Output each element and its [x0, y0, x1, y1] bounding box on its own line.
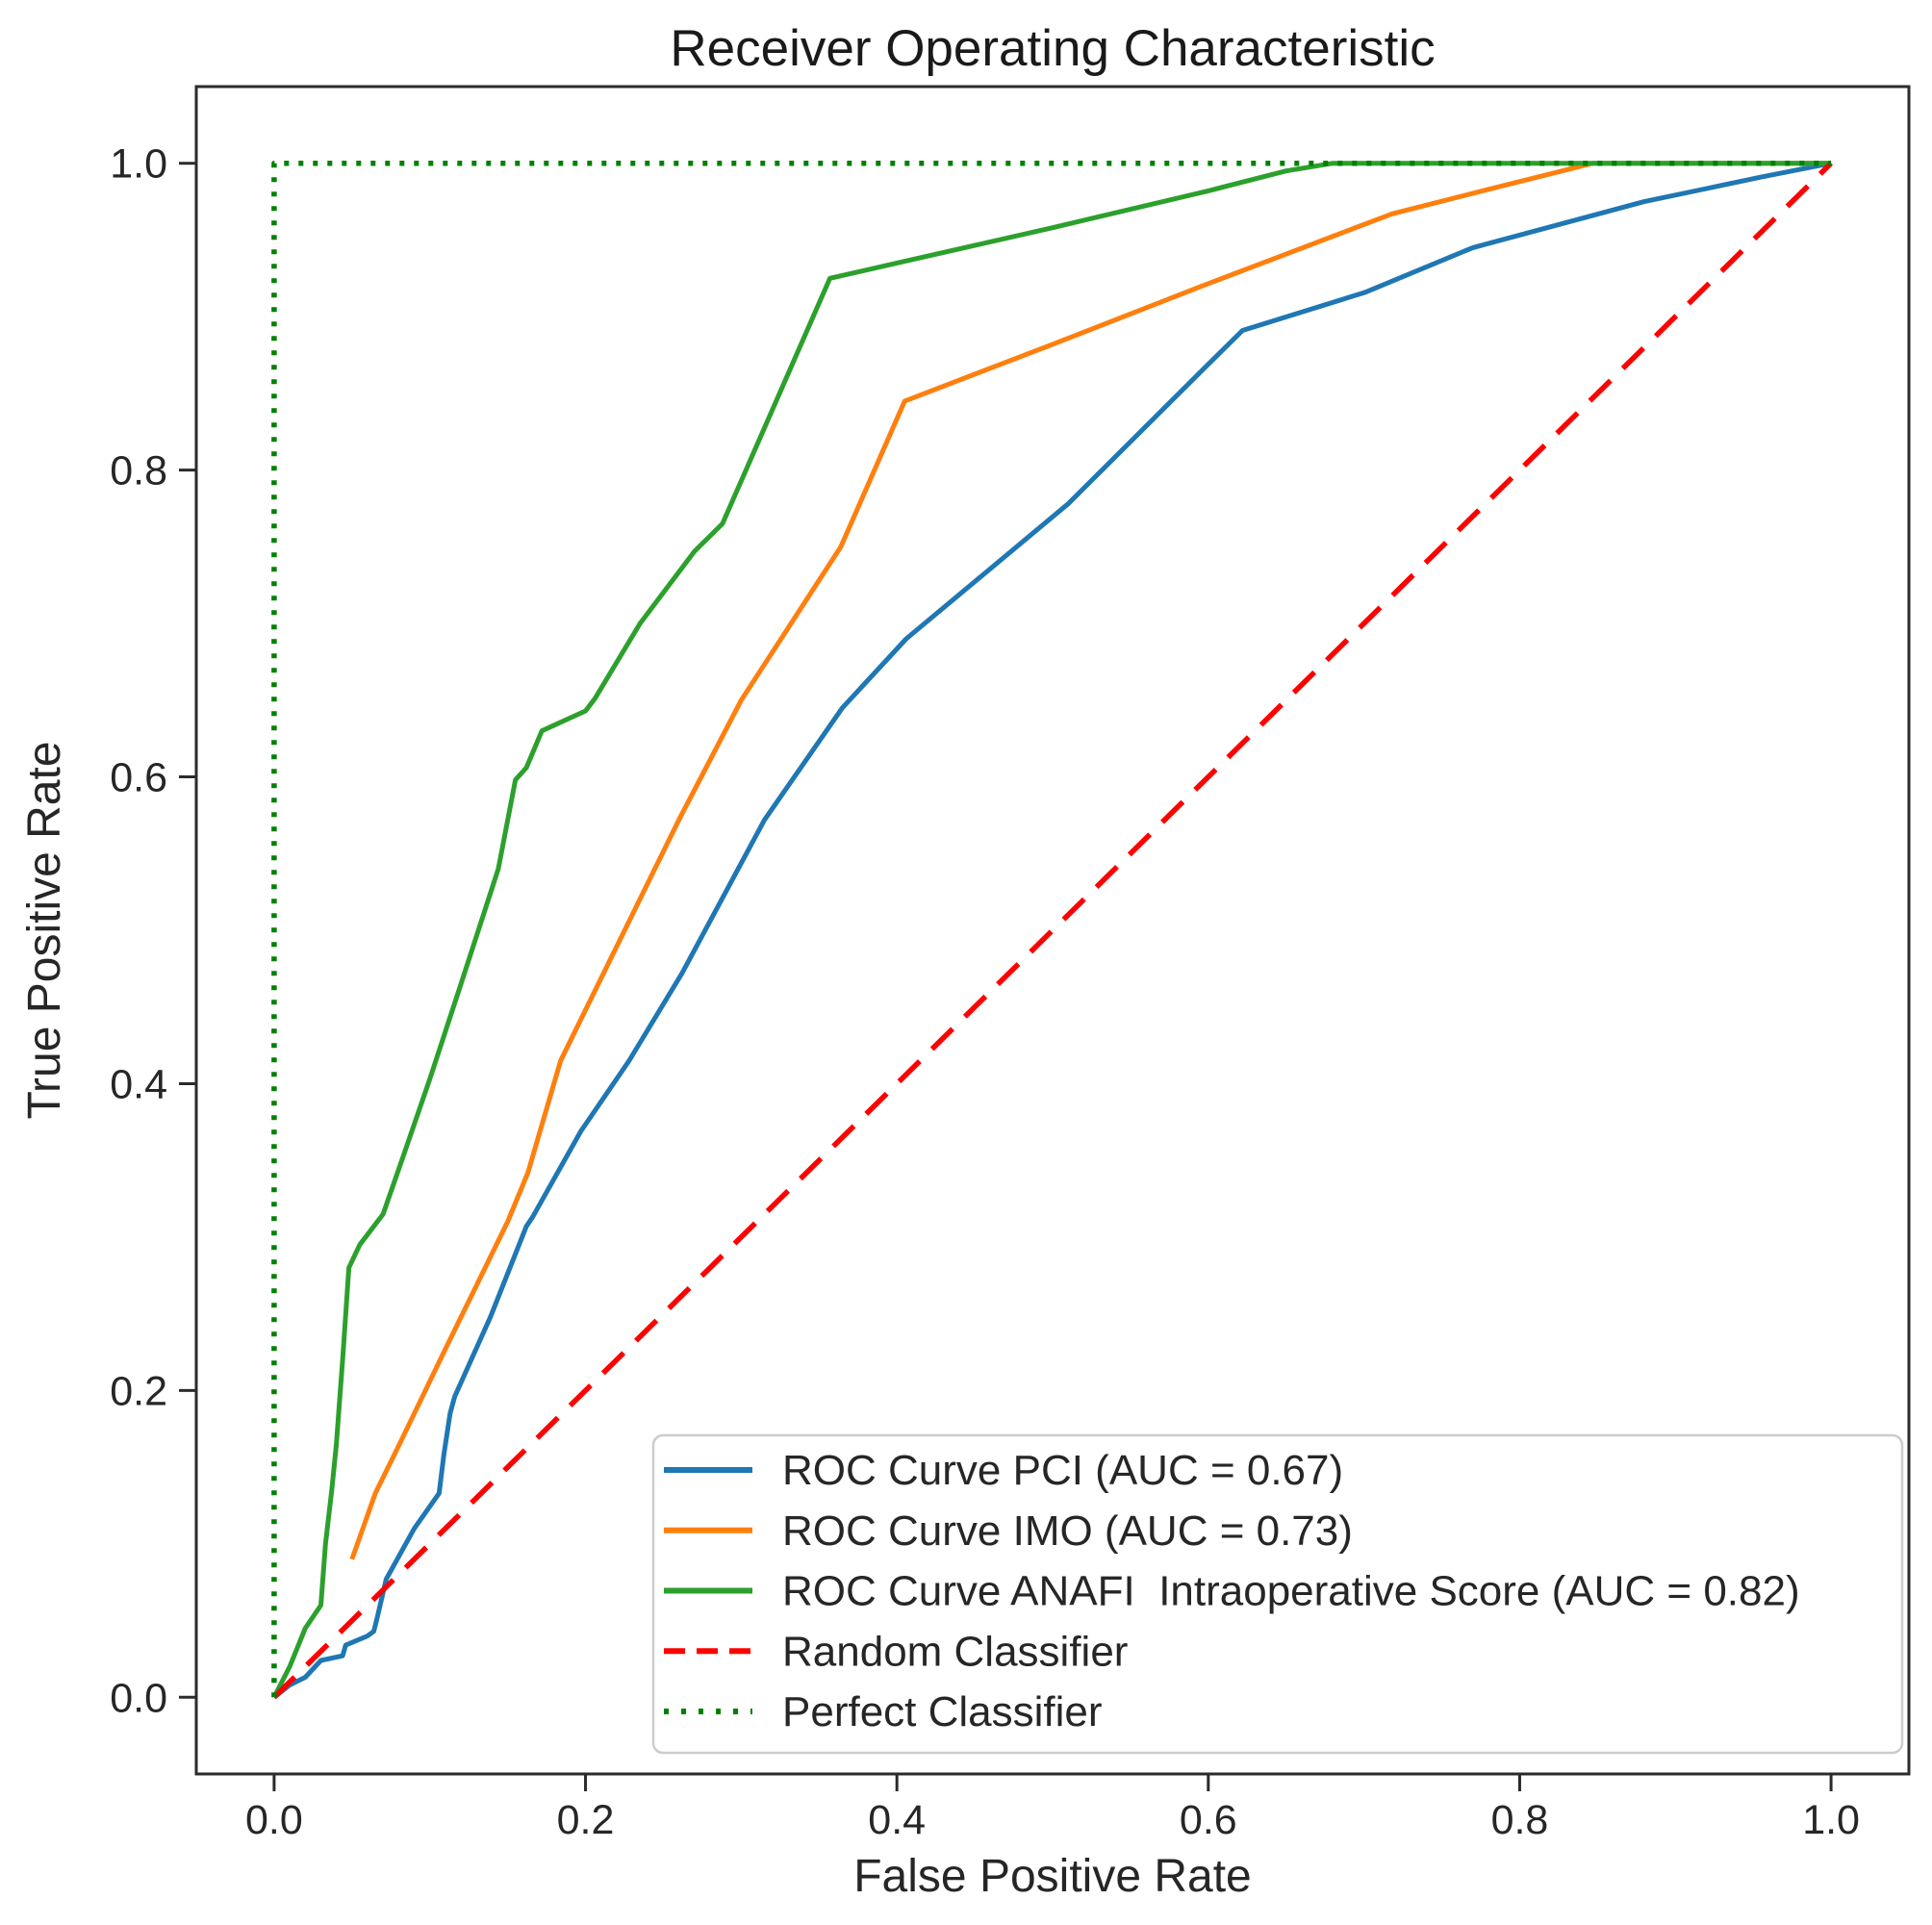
random-classifier-line: [271, 161, 1834, 1700]
x-tick-label: 0.0: [245, 1797, 303, 1843]
chart-title: Receiver Operating Characteristic: [670, 20, 1435, 77]
legend-label-perfect-classifier-line: Perfect Classifier: [782, 1688, 1103, 1735]
x-axis-ticks: 0.0 0.2 0.4 0.6 0.8 1.0: [245, 1774, 1860, 1843]
x-tick-label: 0.8: [1491, 1797, 1549, 1843]
y-tick-label: 0.2: [110, 1368, 167, 1414]
legend-label-roc-curve-imo: ROC Curve IMO (AUC = 0.73): [782, 1507, 1353, 1555]
y-axis-label: True Positive Rate: [19, 741, 70, 1119]
x-axis-label: False Positive Rate: [853, 1851, 1252, 1902]
x-tick-label: 1.0: [1802, 1797, 1860, 1843]
y-axis-ticks: 0.0 0.2 0.4 0.6 0.8 1.0: [110, 141, 196, 1721]
y-tick-label: 0.0: [110, 1675, 167, 1721]
legend-label-roc-curve-pci: ROC Curve PCI (AUC = 0.67): [782, 1447, 1343, 1494]
legend-frame: [651, 1433, 1904, 1755]
legend: ROC Curve PCI (AUC = 0.67) ROC Curve IMO …: [651, 1433, 1904, 1755]
x-tick-label: 0.6: [1180, 1797, 1237, 1843]
legend-label-roc-curve-anafi: ROC Curve ANAFI Intraoperative Score (AU…: [782, 1568, 1800, 1615]
x-tick-label: 0.2: [557, 1797, 615, 1843]
perfect-classifier-line: [271, 160, 1832, 1698]
y-tick-label: 0.6: [110, 755, 167, 801]
y-tick-label: 0.8: [110, 448, 167, 494]
roc-curve-imo: [349, 161, 1832, 1560]
roc-curve-pci: [272, 161, 1832, 1700]
plot-area-border: [194, 85, 1911, 1776]
y-tick-label: 0.4: [110, 1061, 167, 1107]
x-tick-label: 0.4: [868, 1797, 926, 1843]
curves-layer: [271, 160, 1834, 1700]
roc-curve-anafi: [271, 161, 1832, 1699]
y-tick-label: 1.0: [110, 141, 167, 188]
legend-label-random-classifier-line: Random Classifier: [782, 1628, 1128, 1675]
